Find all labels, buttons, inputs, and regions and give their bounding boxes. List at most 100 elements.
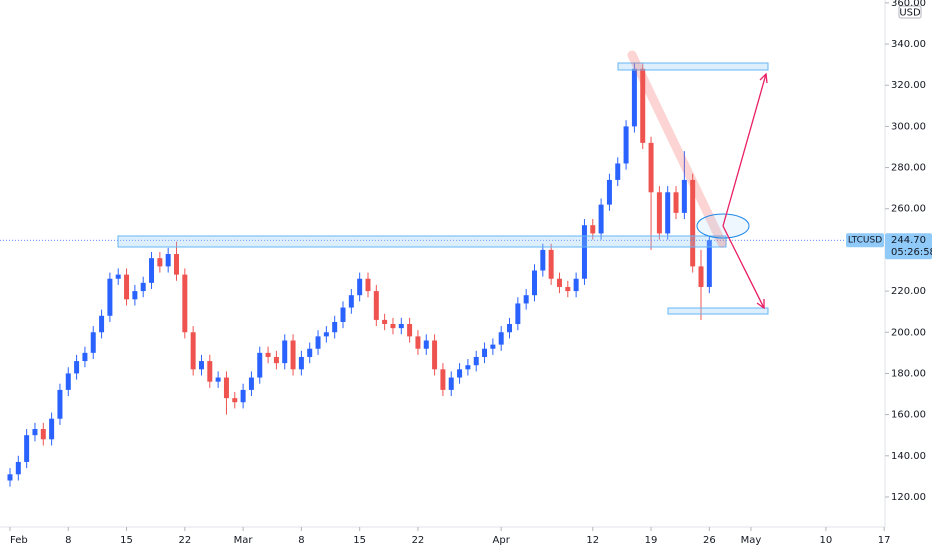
y-tick-label: 280.00 [891,163,926,174]
candle-body [315,336,321,349]
candle-body [373,291,379,320]
candle-body [57,389,63,419]
x-tick-label: 22 [412,535,425,546]
y-tick-label: 180.00 [891,368,926,379]
candle-body [132,291,138,300]
candle-body [124,274,130,300]
candle-body [465,365,471,370]
candle-body [282,340,288,364]
price-badge [885,233,932,260]
target-zone [667,307,769,315]
y-tick-label: 260.00 [891,204,926,215]
plot [0,62,885,487]
candle-body [698,266,704,287]
candle-body [198,361,204,370]
y-tick-label: 160.00 [891,410,926,421]
candle-body [457,369,463,378]
candle-body [74,361,80,374]
candle-body [531,270,537,296]
y-tick-label: 320.00 [891,80,926,91]
symbol: LTCUSD [848,236,882,246]
candle-body [265,352,271,357]
candle-body [523,295,529,304]
x-tick-label: 8 [65,535,71,546]
candle-body [573,278,579,292]
x-tick-label: Feb [10,535,28,546]
candle-body [24,435,30,462]
candle-body [332,321,338,333]
candle-body [490,344,496,349]
candle-body [273,356,279,364]
candle-body [157,258,163,267]
candle-body [248,377,254,390]
candle-body [640,68,646,143]
last-price: 244.70 [891,235,926,246]
candle-body [423,340,429,349]
candle-body [257,352,263,378]
candle-body [40,429,46,440]
y-tick-label: 120.00 [891,492,926,503]
candle-body [298,356,304,370]
candle-body [407,324,413,337]
candle-body [548,249,554,279]
candle-body [382,319,388,325]
candle-body [498,332,504,345]
candle-body [540,249,546,271]
candle-body [115,274,121,279]
candle-body [7,474,13,481]
candle-body [673,192,679,213]
symbol-badge [846,233,884,248]
x-tick-label: 15 [120,535,133,546]
candle-body [648,142,654,193]
candle-body [631,68,637,127]
candle-body [140,282,146,292]
x-tick-label: 12 [586,535,599,546]
x-tick-label: 26 [703,535,716,546]
candle-body [515,303,521,325]
candle-body [232,398,238,403]
x-tick-label: 10 [820,535,833,546]
candle-body [340,307,346,322]
candle-body [32,429,38,436]
x-tick-label: Mar [234,535,254,546]
candle-body [323,332,329,337]
candle-body [581,225,587,279]
candle-body [556,278,562,287]
x-tick-label: 8 [298,535,304,546]
arrow-up [722,73,767,227]
arrow-up-head [759,72,768,84]
candle-body [415,336,421,349]
candle-body [82,352,88,362]
candle-body [590,225,596,234]
x-tick-label: 15 [353,535,366,546]
candle-body [656,192,662,234]
candle-body [348,295,354,308]
trend-line [627,50,727,248]
candle-body [473,356,479,366]
x-tick-label: 19 [645,535,658,546]
x-tick-label: 17 [878,535,891,546]
x-tick-label: Apr [493,535,511,546]
candle-body [615,163,621,180]
candle-body [223,377,229,399]
candle-body [440,369,446,390]
candle-body [215,377,221,382]
y-tick-label: 140.00 [891,451,926,462]
candle-body [165,254,171,267]
candle-body [99,315,105,333]
candle-body [565,286,571,292]
y-tick-label: 360.00 [891,0,926,9]
resistance-zone [617,62,769,71]
arrow-down-head [756,299,765,310]
candle-body [149,258,155,283]
candle-body [706,240,712,287]
y-tick-label: 220.00 [891,286,926,297]
candle-body [107,278,113,316]
currency-box[interactable] [898,5,922,19]
countdown: 05:26:58 [891,247,932,258]
candle-body [307,348,313,357]
candle-body [598,204,604,234]
x-tick-label: May [741,535,762,546]
candle-body [507,324,513,333]
